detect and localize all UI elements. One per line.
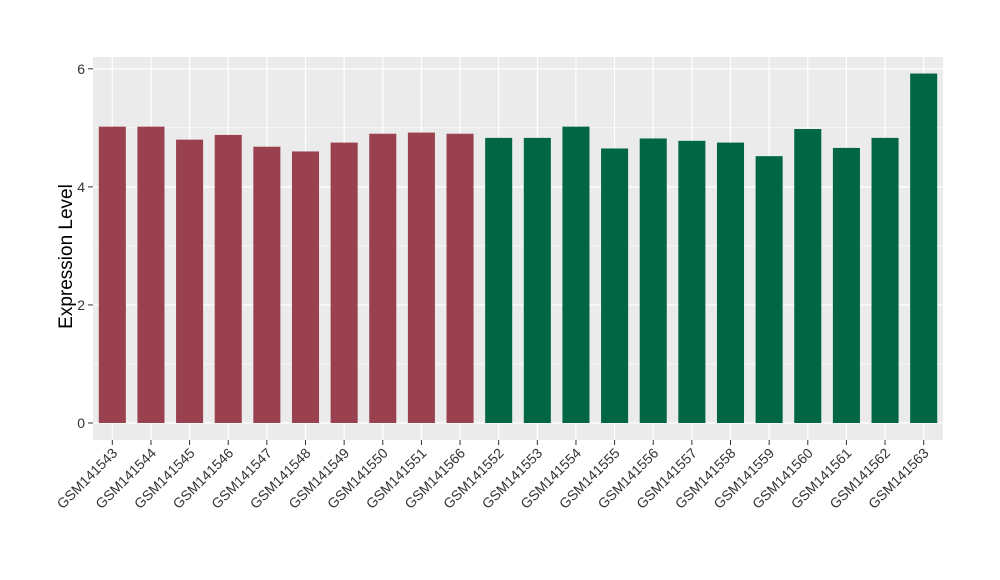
bar-GSM141552 (485, 137, 513, 423)
bar-GSM141562 (871, 137, 899, 423)
y-tick-label: 6 (77, 61, 85, 77)
bar-GSM141563 (910, 73, 938, 424)
bar-GSM141553 (523, 137, 551, 423)
bar-GSM141561 (832, 147, 860, 424)
bar-GSM141543 (98, 126, 126, 423)
y-axis: 0 2 4 6 (77, 61, 93, 431)
y-axis-title: Expression Level (56, 184, 77, 329)
bar-GSM141555 (601, 148, 629, 423)
bar-GSM141544 (137, 126, 165, 423)
bar-GSM141558 (716, 142, 745, 423)
y-tick-label: 4 (77, 179, 85, 195)
bar-GSM141551 (407, 132, 435, 424)
bar-GSM141545 (176, 139, 204, 424)
y-tick-label: 0 (77, 415, 85, 431)
bar-GSM141560 (794, 129, 822, 423)
x-axis: GSM141543GSM141544GSM141545GSM141546GSM1… (54, 440, 932, 512)
bar-GSM141547 (253, 146, 281, 423)
bar-GSM141548 (291, 151, 320, 424)
y-tick-label: 2 (77, 297, 85, 313)
bars (98, 73, 938, 424)
bar-GSM141557 (678, 140, 706, 423)
bar-GSM141559 (755, 156, 783, 423)
bar-GSM141566 (446, 133, 474, 423)
bar-GSM141556 (639, 138, 667, 423)
bar-GSM141549 (330, 142, 358, 423)
bar-GSM141554 (562, 126, 590, 423)
bar-GSM141550 (369, 133, 397, 423)
bar-GSM141546 (214, 134, 242, 423)
